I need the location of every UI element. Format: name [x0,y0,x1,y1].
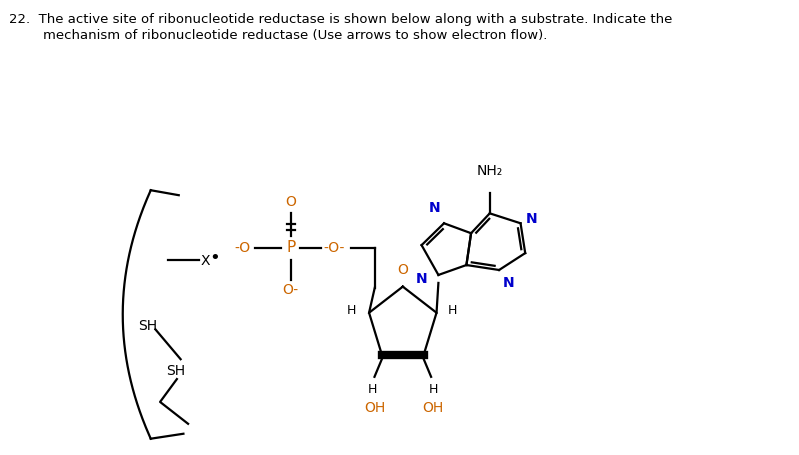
Text: •: • [209,249,221,267]
Text: H: H [347,304,356,317]
Text: O: O [285,195,296,209]
Text: X: X [201,254,209,268]
Text: OH: OH [364,401,385,415]
Text: H: H [428,383,438,396]
Text: N: N [527,212,538,226]
Text: N: N [503,276,515,290]
Text: O: O [397,263,408,277]
Text: H: H [447,304,457,317]
Text: SH: SH [165,364,185,378]
Text: N: N [415,272,427,286]
Text: -O: -O [235,241,251,255]
Text: mechanism of ribonucleotide reductase (Use arrows to show electron flow).: mechanism of ribonucleotide reductase (U… [9,29,547,42]
Text: NH₂: NH₂ [477,163,503,177]
Text: 22.  The active site of ribonucleotide reductase is shown below along with a sub: 22. The active site of ribonucleotide re… [9,13,672,26]
Text: -O-: -O- [324,241,345,255]
Text: N: N [428,201,440,215]
Text: OH: OH [423,401,443,415]
Text: O-: O- [283,283,299,297]
Text: H: H [368,383,377,396]
Text: P: P [286,240,296,255]
Text: SH: SH [138,319,157,334]
